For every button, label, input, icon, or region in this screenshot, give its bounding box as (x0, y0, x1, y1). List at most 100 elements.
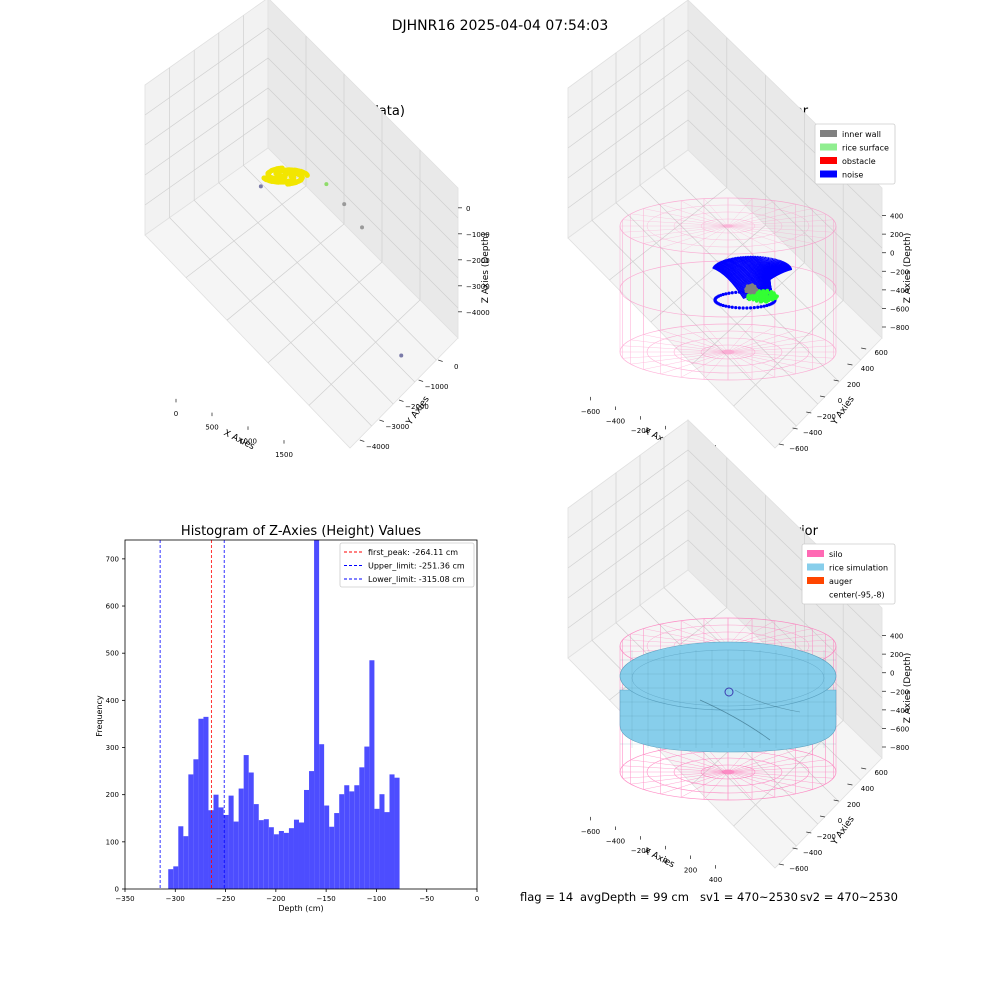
simulation-x-tick-label: −600 (581, 828, 600, 836)
classify-silo-mesh-line (643, 334, 729, 353)
simulation-silo-mesh-line (622, 771, 729, 779)
simulation-y-tick-mark (847, 783, 853, 786)
raw-point (278, 168, 284, 174)
simulation-y-tick-label: −200 (817, 833, 836, 841)
classify-silo-mesh-line (727, 200, 775, 227)
histogram-bar (319, 744, 325, 889)
raw-z-axis-label: Z Axies (Depth) (481, 233, 491, 304)
raw-point (324, 182, 329, 187)
histogram-y-axis-label: Frequency (95, 695, 104, 737)
classify-noise-point (730, 305, 734, 309)
histogram-bar (369, 660, 375, 889)
histogram-bar (243, 755, 249, 889)
simulation-legend-label: silo (829, 550, 843, 559)
classify-z-tick-label: 200 (890, 231, 903, 239)
classify-y-tick-mark (819, 395, 826, 398)
classify-silo-mesh-line (703, 324, 729, 353)
histogram-legend-label: Upper_limit: -251.36 cm (368, 562, 465, 571)
simulation-silo-mesh-line (727, 765, 834, 773)
classify-silo-mesh-line (727, 351, 826, 365)
histogram-title: Histogram of Z-Axies (Height) Values (180, 524, 422, 539)
classify-wall-point (748, 290, 753, 295)
histogram-bar (223, 814, 229, 889)
classify-silo-mesh-line (622, 219, 729, 227)
raw-axes-box (144, 0, 459, 449)
classify-grid-line (567, 119, 689, 209)
classify-silo-mesh-line (703, 198, 729, 227)
classify-noise-point (724, 292, 728, 296)
classify-noise-strand (713, 264, 749, 298)
simulation-x-tick-label: −400 (606, 838, 625, 846)
classify-wall-point (744, 289, 749, 294)
classify-grid-line (567, 59, 689, 149)
classify-silo-mesh-line (727, 225, 826, 239)
simulation-grid-line (567, 539, 689, 629)
histogram-x-tick-label: 0 (475, 895, 479, 903)
histogram-bar (278, 830, 284, 889)
simulation-silo-mesh-line (703, 618, 729, 647)
classify-noise-point (756, 305, 760, 309)
histogram-x-tick-label: −350 (115, 895, 134, 903)
classify-silo-mesh-line (727, 198, 753, 227)
classify-legend-swatch (820, 157, 837, 164)
classify-silo-mesh-line (727, 203, 796, 227)
classify-noise-strand (712, 267, 745, 300)
status-avg-depth: avgDepth = 99 cm (580, 890, 689, 904)
simulation-silo-mesh-line (727, 618, 753, 647)
raw-x-tick-label: 0 (174, 410, 178, 418)
raw-grid-line (267, 27, 459, 219)
histogram-bar (344, 785, 350, 889)
histogram-bar (304, 789, 310, 889)
classify-legend-swatch (820, 143, 837, 151)
histogram-x-tick-label: −300 (166, 895, 185, 903)
classify-wall-point (754, 287, 759, 292)
classify-silo-mesh-line (727, 213, 826, 227)
simulation-y-tick-label: 200 (847, 801, 860, 809)
classify-silo-mesh-line (727, 351, 775, 378)
histogram-y-tick-label: 400 (106, 697, 119, 705)
simulation-x-tick-label: 0 (663, 857, 667, 865)
histogram-bar (198, 718, 204, 889)
classify-noise-point (730, 291, 734, 295)
histogram-bar (339, 794, 345, 889)
classify-y-tick-label: 0 (838, 397, 842, 405)
raw-point (298, 168, 304, 174)
classify-noise-strand (712, 266, 746, 299)
classify-rice-point (764, 295, 769, 300)
raw-point (360, 225, 365, 230)
classify-silo-mesh-line (727, 339, 826, 353)
simulation-silo-mesh-line (643, 771, 729, 790)
simulation-silo-mesh-line (727, 754, 813, 773)
simulation-z-tick-label: 400 (890, 633, 903, 641)
classify-silo-mesh-line (727, 329, 796, 353)
raw-y-tick-mark (379, 419, 385, 422)
classify-noise-point (737, 290, 741, 294)
histogram-bar (283, 832, 289, 889)
raw-point (277, 176, 283, 182)
raw-grid-line (308, 299, 421, 406)
raw-grid-line (144, 57, 269, 146)
classify-rice-point (768, 291, 772, 296)
simulation-grid-line (687, 479, 883, 669)
histogram-bar (309, 771, 315, 889)
simulation-y-tick-label: −600 (789, 865, 808, 873)
classify-silo-mesh-line (630, 213, 729, 227)
raw-point (269, 178, 275, 184)
simulation-rice-body (619, 641, 837, 753)
histogram-y-tick-label: 0 (115, 886, 119, 894)
classify-z-tick-label: −600 (890, 305, 909, 313)
raw-floor-pane (144, 147, 459, 449)
classify-wall-point (745, 284, 750, 288)
simulation-silo-mesh-line (643, 754, 729, 773)
raw-grid-line (144, 87, 269, 176)
classify-legend-label: rice surface (842, 144, 889, 153)
histogram-bar (314, 540, 320, 889)
classify-legend-swatch (820, 130, 837, 137)
classify-rice-point (765, 298, 770, 303)
classify-grid-line (650, 224, 766, 323)
classify-z-tick-label: 400 (890, 213, 903, 221)
classify-silo-mesh-line (727, 326, 775, 353)
histogram-x-tick-label: −150 (317, 895, 336, 903)
simulation-y-tick-mark (806, 831, 812, 834)
simulation-z-tick-label: −400 (890, 707, 909, 715)
